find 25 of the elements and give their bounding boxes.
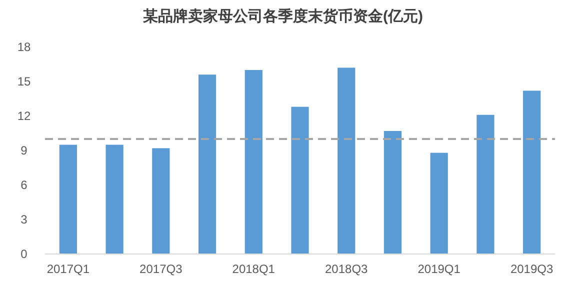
x-tick-label: 2017Q3 <box>140 262 183 276</box>
bar <box>244 70 262 254</box>
y-tick-label: 6 <box>20 178 28 192</box>
y-tick-label: 18 <box>17 40 31 54</box>
chart-title: 某品牌卖家母公司各季度末货币资金(亿元) <box>142 7 423 25</box>
x-tick-label: 2019Q3 <box>510 262 554 276</box>
y-tick-label: 0 <box>20 247 28 261</box>
bar <box>476 114 494 254</box>
bar <box>338 68 356 254</box>
x-tick-label: 2018Q3 <box>325 262 368 276</box>
y-tick-label: 9 <box>20 144 28 158</box>
y-tick-label: 3 <box>20 212 28 226</box>
x-tick-label: 2019Q1 <box>418 262 461 276</box>
x-tick-label: 2018Q1 <box>232 262 276 276</box>
bar <box>291 106 309 254</box>
bar <box>523 90 541 254</box>
bar <box>106 144 124 254</box>
x-tick-label: 2017Q1 <box>46 262 90 276</box>
bar <box>384 130 402 254</box>
y-tick-label: 12 <box>17 109 31 123</box>
bar <box>198 74 216 254</box>
y-tick-label: 15 <box>17 74 31 88</box>
bar <box>152 148 170 254</box>
bar <box>430 152 448 254</box>
bar <box>59 144 77 254</box>
